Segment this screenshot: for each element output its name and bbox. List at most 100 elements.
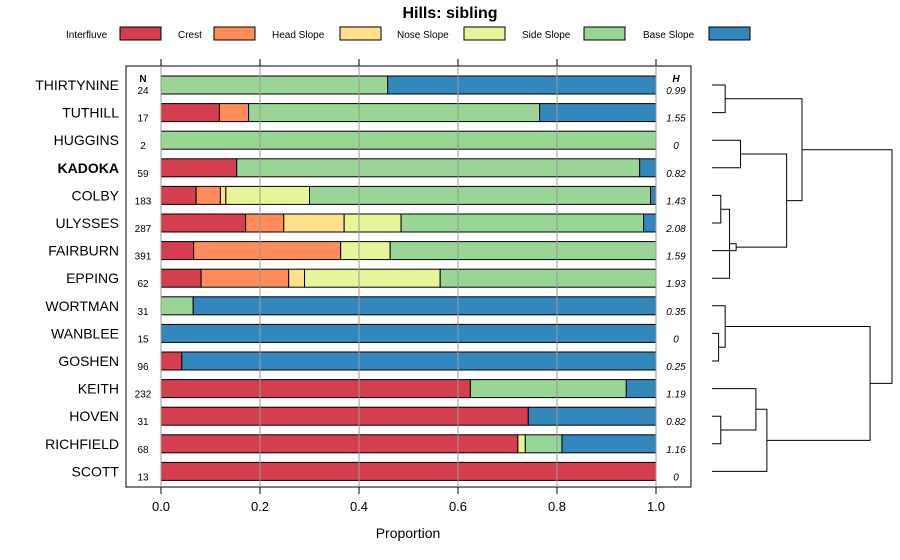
row-label: HUGGINS [54,132,119,148]
row-thirtynine: THIRTYNINE 24 0.99 [35,75,686,97]
row-keith: KEITH 232 1.19 [78,379,686,401]
bar-segment-nose-slope [517,434,526,454]
legend-swatch-head-slope [339,26,382,41]
n-value: 183 [135,196,152,207]
row-label: ULYSSES [55,215,119,231]
bar-segment-side-slope [524,434,563,454]
bar-segment-interfluve [160,406,529,426]
bar-segment-interfluve [160,434,519,454]
legend-swatch-base-slope [708,26,751,41]
row-label: TUTHILL [62,105,119,121]
row-richfield: RICHFIELD 68 1.16 [45,434,686,456]
x-tick-label: 0.8 [548,499,566,514]
n-value: 2 [140,141,146,152]
bar-segment-interfluve [160,158,238,178]
bar-segment-side-slope [160,75,389,95]
legend-label-side-slope: Side Slope [522,30,571,41]
row-fairburn: FAIRBURN 391 1.59 [48,241,686,263]
x-tick-label: 0.6 [449,499,467,514]
bar-segment-side-slope [439,268,657,288]
bar-segment-base-slope [387,75,657,95]
bar-segment-interfluve [160,185,197,205]
row-wanblee: WANBLEE 15 0 [51,323,679,345]
bar-segment-base-slope [192,296,657,316]
bar-segment-interfluve [160,213,247,233]
row-huggins: HUGGINS 2 0 [54,130,679,152]
h-value: 0 [673,472,679,483]
legend-label-base-slope: Base Slope [643,30,695,41]
row-hoven: HOVEN 31 0.82 [69,406,686,428]
dendrogram-link [712,388,757,431]
h-value: 1.19 [666,390,686,401]
x-axis: 0.0 0.2 0.4 0.6 0.8 1.0 [152,59,665,514]
h-value: 0.82 [666,169,686,180]
row-kadoka: KADOKA 59 0.82 [58,158,686,180]
x-tick-label: 0.0 [152,499,170,514]
n-value: 96 [137,362,149,373]
row-scott: SCOTT 13 0 [72,461,679,483]
h-value: 0.99 [666,86,686,97]
bar-segment-side-slope [400,213,645,233]
legend-label-head-slope: Head Slope [272,30,325,41]
dendrogram-link [736,153,788,248]
bar-segment-interfluve [160,379,471,399]
row-goshen: GOSHEN 96 0.25 [58,351,686,373]
bar-segment-base-slope [561,434,657,454]
n-value: 31 [137,307,149,318]
n-value: 68 [137,445,149,456]
n-value: 59 [137,169,149,180]
legend-swatch-side-slope [583,26,626,41]
x-tick-label: 0.4 [350,499,368,514]
row-label: HOVEN [69,408,119,424]
bar-segment-interfluve [160,241,195,261]
n-value: 287 [135,224,152,235]
n-column-header: N [139,74,146,85]
row-label: KEITH [78,381,119,397]
h-value: 0.82 [666,417,686,428]
row-label: COLBY [72,187,120,203]
row-epping: EPPING 62 1.93 [66,268,686,290]
bar-segment-nose-slope [343,213,402,233]
dendrogram [712,84,893,472]
n-value: 31 [137,417,149,428]
n-value: 17 [137,114,149,125]
row-label: THIRTYNINE [35,77,119,93]
bar-segment-side-slope [309,185,652,205]
bar-segment-head-slope [288,268,306,288]
n-value: 15 [137,334,149,345]
dendrogram-link [712,139,742,169]
bar-segment-side-slope [389,241,657,261]
legend-label-interfluve: Interfluve [66,30,108,41]
h-value: 0.25 [666,362,686,373]
row-label: RICHFIELD [45,436,119,452]
n-value: 13 [137,472,149,483]
bar-segment-nose-slope [304,268,441,288]
bar-segment-base-slope [625,379,657,399]
n-value: 391 [135,252,152,263]
row-label: GOSHEN [58,353,119,369]
bar-segment-interfluve [160,351,183,371]
bar-segment-crest [200,268,290,288]
bar-segment-side-slope [469,379,627,399]
bar-segment-nose-slope [225,185,310,205]
h-value: 0 [673,141,679,152]
h-value: 1.16 [666,445,686,456]
row-colby: COLBY 183 1.43 [72,185,686,207]
h-value: 1.55 [666,114,686,125]
x-tick-label: 0.2 [251,499,269,514]
bar-segment-base-slope [181,351,657,371]
legend-swatch-interfluve [119,26,162,41]
legend-label-crest: Crest [178,30,202,41]
bar-rows: THIRTYNINE 24 0.99 TUTHILL 17 1.55 HUGGINS 2 0 KA… [35,75,686,483]
bar-segment-base-slope [643,213,657,233]
h-value: 1.43 [666,196,686,207]
row-label: SCOTT [72,463,120,479]
row-label: WORTMAN [45,298,119,314]
dendrogram-link [712,408,768,472]
bar-segment-base-slope [639,158,657,178]
dendrogram-link [725,326,871,441]
bar-segment-crest [245,213,285,233]
dendrogram-link [725,98,803,202]
dendrogram-link [802,149,893,384]
